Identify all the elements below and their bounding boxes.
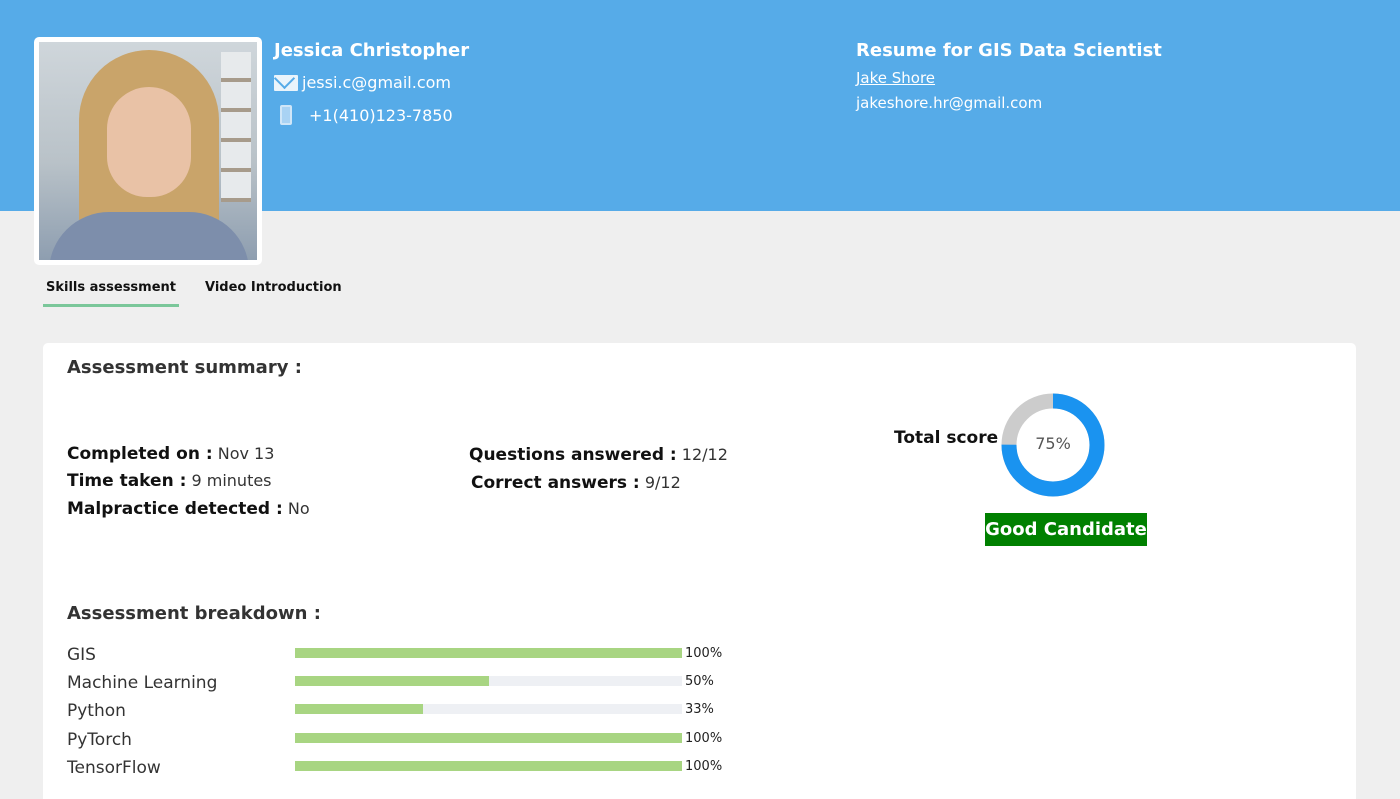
skill-progress-bar: [295, 648, 682, 658]
assessment-breakdown-title: Assessment breakdown :: [67, 603, 321, 624]
candidate-email: jessi.c@gmail.com: [302, 73, 451, 92]
skill-name: TensorFlow: [67, 758, 161, 778]
skill-progress-bar: [295, 761, 682, 771]
candidate-phone-row: +1(410)123-7850: [274, 105, 453, 125]
profile-header: Jessica Christopher jessi.c@gmail.com +1…: [0, 0, 1400, 265]
skill-percent: 50%: [685, 674, 714, 689]
skill-progress-fill: [295, 676, 489, 686]
tab-video-introduction[interactable]: Video Introduction: [205, 280, 342, 295]
correct-answers: Correct answers : 9/12: [471, 473, 681, 493]
skill-progress-fill: [295, 704, 423, 714]
skill-name: GIS: [67, 645, 96, 665]
candidate-name: Jessica Christopher: [274, 40, 470, 61]
total-score-donut: [1001, 393, 1105, 497]
recruiter-email: jakeshore.hr@gmail.com: [856, 94, 1043, 112]
total-score-value: 75%: [1035, 434, 1071, 453]
skill-progress-fill: [295, 733, 682, 743]
donut-fill: [1001, 393, 1105, 497]
assessment-summary-title: Assessment summary :: [67, 357, 302, 378]
skill-percent: 100%: [685, 731, 723, 746]
skill-progress-bar: [295, 733, 682, 743]
skill-name: Python: [67, 701, 126, 721]
skill-percent: 100%: [685, 646, 723, 661]
resume-title: Resume for GIS Data Scientist: [856, 40, 1162, 61]
candidate-email-row: jessi.c@gmail.com: [274, 73, 451, 92]
skill-progress-fill: [295, 761, 682, 771]
time-taken: Time taken : 9 minutes: [67, 471, 272, 491]
skill-progress-bar: [295, 676, 682, 686]
questions-answered: Questions answered : 12/12: [469, 445, 728, 465]
malpractice-detected: Malpractice detected : No: [67, 499, 310, 519]
assessment-card: Assessment summary : Completed on : Nov …: [43, 343, 1356, 799]
skill-progress-bar: [295, 704, 682, 714]
skill-percent: 100%: [685, 759, 723, 774]
skill-name: PyTorch: [67, 730, 132, 750]
recruiter-link[interactable]: Jake Shore: [856, 69, 936, 87]
verdict-badge: Good Candidate: [985, 513, 1147, 546]
tab-skills-assessment[interactable]: Skills assessment: [43, 280, 179, 307]
completed-on: Completed on : Nov 13: [67, 444, 275, 464]
candidate-photo: [34, 37, 262, 265]
skill-name: Machine Learning: [67, 673, 218, 693]
candidate-phone: +1(410)123-7850: [309, 105, 453, 125]
skill-progress-fill: [295, 648, 682, 658]
phone-icon: [280, 105, 292, 125]
total-score-label: Total score: [894, 428, 999, 448]
skill-percent: 33%: [685, 702, 714, 717]
mail-icon: [274, 74, 298, 91]
